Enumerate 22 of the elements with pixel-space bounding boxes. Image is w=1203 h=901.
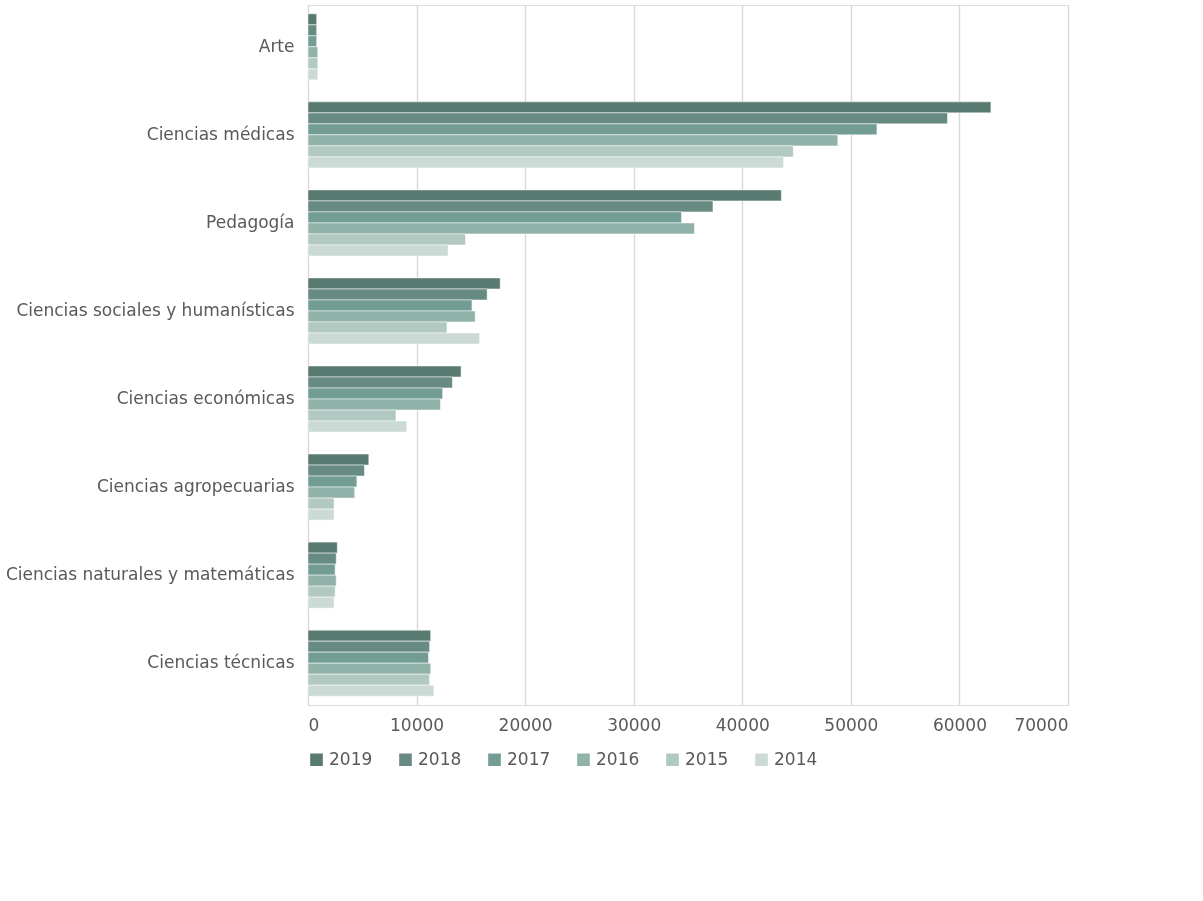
x-tick-label: 30000 bbox=[607, 714, 662, 735]
legend-label: 2018 bbox=[418, 748, 462, 769]
y-tick-label: Ciencias naturales y matemáticas bbox=[5, 564, 295, 585]
y-tick-label: Pedagogía bbox=[206, 211, 295, 232]
legend-label: 2015 bbox=[685, 748, 729, 769]
y-tick-label: Ciencias sociales y humanísticas bbox=[16, 299, 295, 320]
y-tick-label: Ciencias médicas bbox=[146, 123, 295, 144]
y-tick-label: Ciencias técnicas bbox=[147, 652, 295, 673]
y-tick-label: Ciencias económicas bbox=[116, 388, 295, 409]
x-tick-label: 40000 bbox=[715, 714, 770, 735]
x-tick-label: 20000 bbox=[498, 714, 553, 735]
legend-label: 2019 bbox=[329, 748, 373, 769]
x-tick-label: 60000 bbox=[932, 714, 987, 735]
x-tick-label: 10000 bbox=[390, 714, 445, 735]
x-tick-label: 70000 bbox=[1014, 714, 1069, 735]
y-tick-label: Ciencias agropecuarias bbox=[96, 476, 295, 497]
legend-label: 2014 bbox=[774, 748, 818, 769]
x-tick-label: 0 bbox=[308, 714, 320, 735]
y-tick-label: Arte bbox=[258, 35, 295, 56]
legend-label: 2016 bbox=[596, 748, 640, 769]
x-tick-label: 50000 bbox=[824, 714, 879, 735]
legend-label: 2017 bbox=[507, 748, 551, 769]
